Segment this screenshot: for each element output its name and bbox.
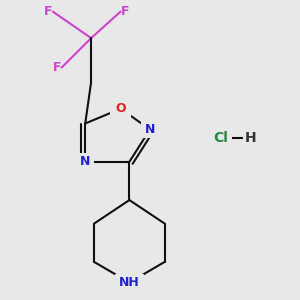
- Text: H: H: [244, 131, 256, 145]
- Text: Cl: Cl: [213, 131, 228, 145]
- Text: F: F: [121, 5, 129, 18]
- Bar: [110, 100, 131, 118]
- Text: N: N: [80, 155, 90, 168]
- Bar: [141, 121, 159, 138]
- Text: NH: NH: [119, 276, 140, 289]
- Text: N: N: [145, 123, 155, 136]
- Text: F: F: [44, 5, 53, 18]
- Bar: [76, 153, 94, 171]
- Text: F: F: [53, 61, 62, 74]
- Bar: [209, 129, 232, 147]
- Text: O: O: [115, 102, 126, 115]
- Bar: [243, 129, 257, 147]
- Bar: [115, 274, 144, 291]
